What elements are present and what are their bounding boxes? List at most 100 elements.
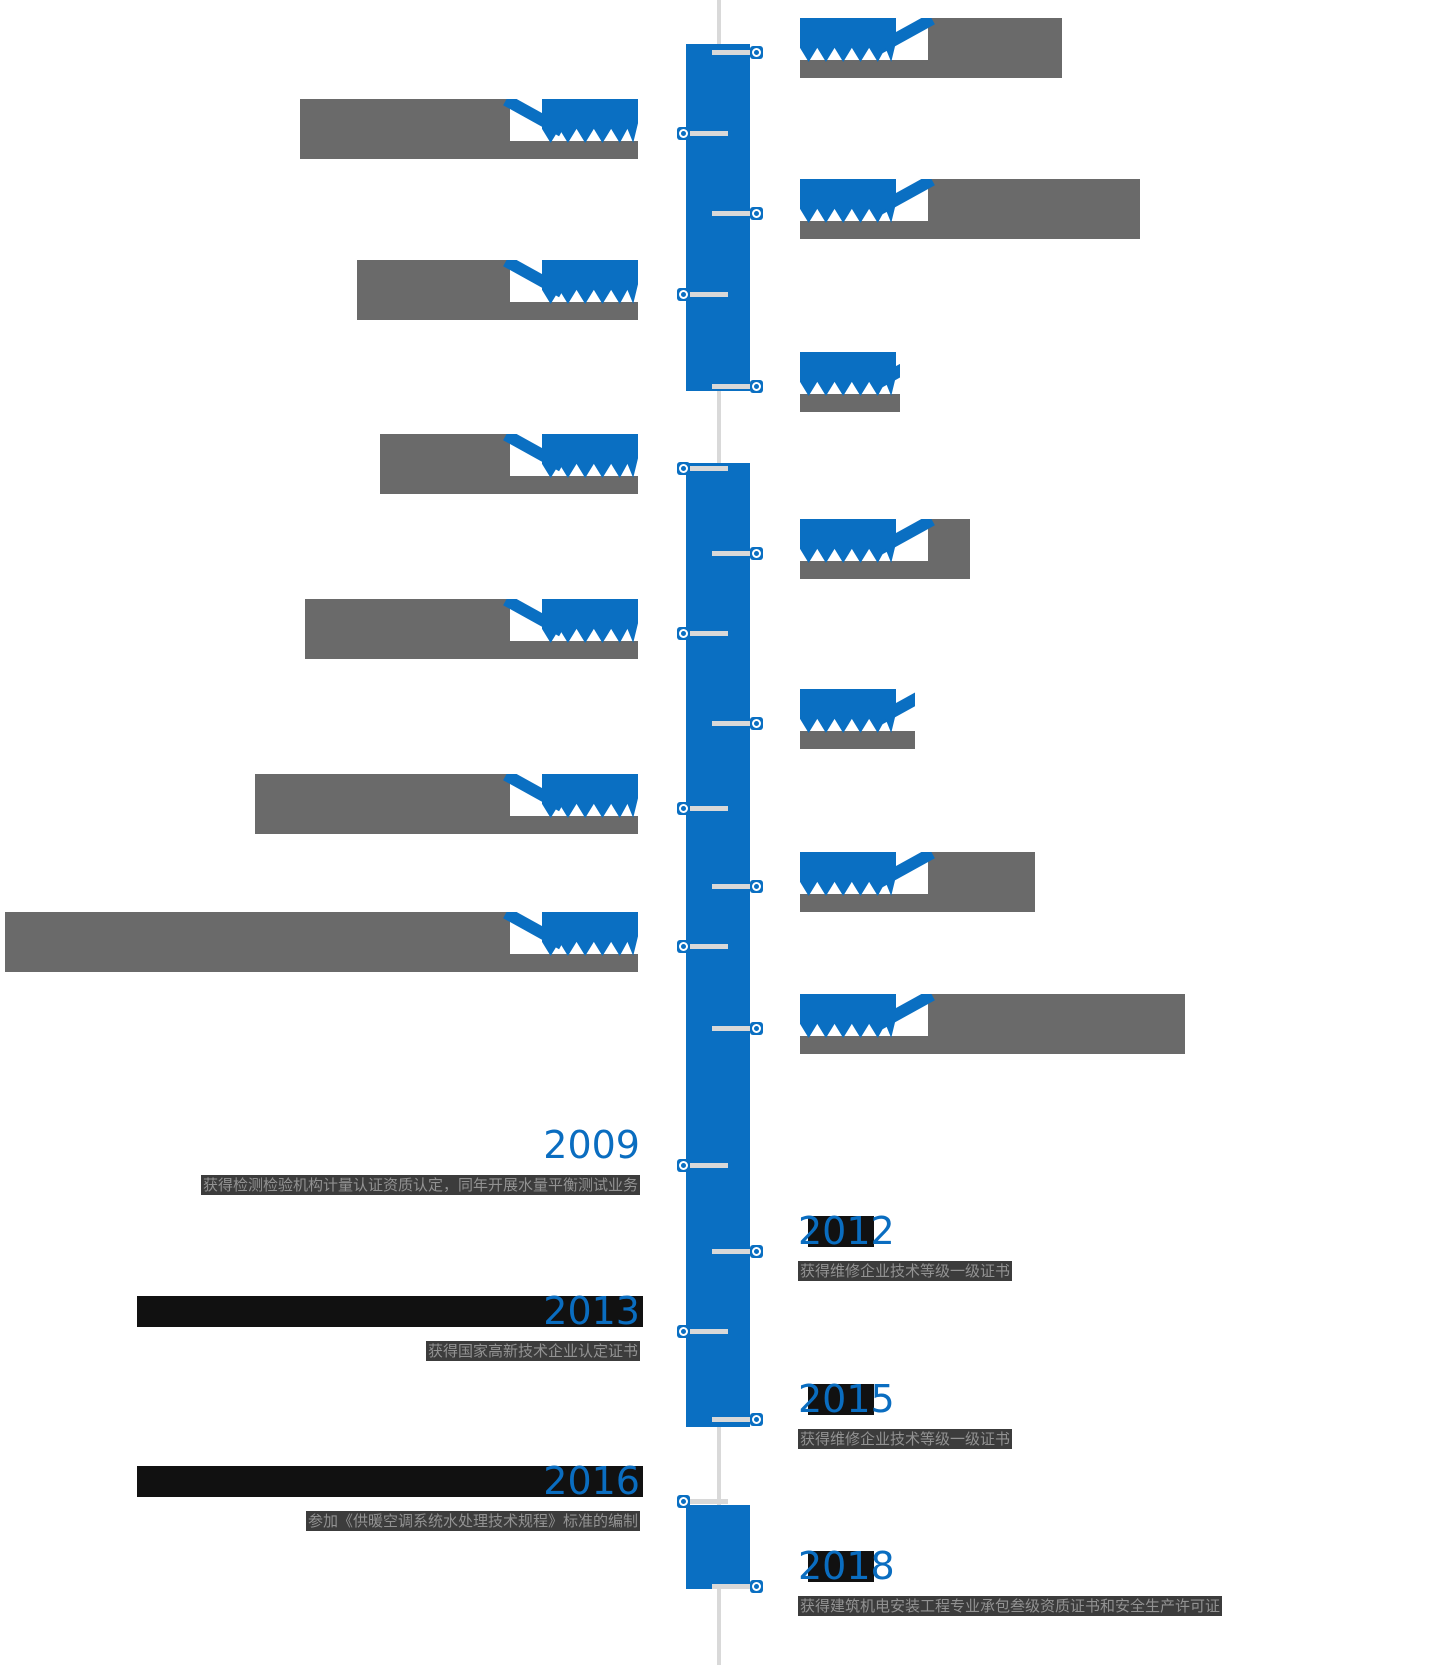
event-node-icon <box>750 380 763 393</box>
event-tick <box>690 1163 728 1168</box>
obscured-entry <box>800 994 1185 1054</box>
event-node-ring-icon <box>679 1327 688 1336</box>
entry-description-text: 获得国家高新技术企业认定证书 <box>425 1341 640 1361</box>
obscured-text-block-bottom <box>800 731 915 749</box>
event-node-ring-icon <box>752 1415 761 1424</box>
entry-year-text: 2018 <box>798 1544 895 1588</box>
event-node-icon <box>750 880 763 893</box>
obscured-year-blob <box>542 260 638 304</box>
obscured-year-blob <box>800 18 896 62</box>
event-node-icon <box>677 802 690 815</box>
obscured-text-block-bottom <box>300 141 638 159</box>
event-node-ring-icon <box>752 549 761 558</box>
timeline-entry-2013: 2013 获得国家高新技术企业认定证书 <box>137 1292 643 1361</box>
event-node-icon <box>677 1325 690 1338</box>
event-node-icon <box>677 1159 690 1172</box>
entry-description-text: 获得维修企业技术等级一级证书 <box>798 1261 1013 1281</box>
event-tick <box>712 884 750 889</box>
timeline-bar-segment <box>686 44 750 391</box>
entry-year-text: 2012 <box>798 1209 895 1253</box>
obscured-entry <box>800 852 1035 912</box>
event-node-ring-icon <box>679 1497 688 1506</box>
event-tick <box>712 211 750 216</box>
entry-year-selection <box>808 1216 874 1247</box>
entry-year: 2013 <box>137 1292 643 1330</box>
obscured-year-blob <box>542 599 638 643</box>
event-node-ring-icon <box>679 804 688 813</box>
event-node-ring-icon <box>752 48 761 57</box>
event-tick <box>712 1249 750 1254</box>
event-tick <box>712 721 750 726</box>
obscured-text-block-bottom <box>255 816 638 834</box>
timeline-entry-2009: 2009 获得检测检验机构计量认证资质认定，同年开展水量平衡测试业务 <box>140 1126 640 1195</box>
event-tick <box>690 131 728 136</box>
entry-description: 获得建筑机电安装工程专业承包叁级资质证书和安全生产许可证 <box>798 1596 1298 1616</box>
entry-year-selection <box>137 1296 643 1327</box>
obscured-entry <box>800 352 900 412</box>
obscured-text-block-bottom <box>800 221 1140 239</box>
obscured-text-block-bottom <box>800 894 1035 912</box>
obscured-text-block-bottom <box>357 302 638 320</box>
obscured-entry <box>5 912 638 972</box>
event-node-ring-icon <box>679 290 688 299</box>
event-node-ring-icon <box>752 1024 761 1033</box>
obscured-text-block-bottom <box>800 60 1062 78</box>
event-tick <box>690 1329 728 1334</box>
entry-year: 2015 <box>798 1380 1298 1418</box>
event-node-ring-icon <box>752 1247 761 1256</box>
obscured-text-block-bottom <box>800 1036 1185 1054</box>
event-node-ring-icon <box>679 1161 688 1170</box>
obscured-entry <box>380 434 638 494</box>
timeline-entry-2016: 2016 参加《供暖空调系统水处理技术规程》标准的编制 <box>137 1462 643 1531</box>
event-node-icon <box>750 1413 763 1426</box>
event-node-icon <box>677 462 690 475</box>
obscured-text-block-bottom <box>800 561 970 579</box>
entry-year-selection <box>808 1551 874 1582</box>
obscured-year-blob <box>542 434 638 478</box>
event-node-ring-icon <box>679 942 688 951</box>
event-node-ring-icon <box>752 382 761 391</box>
entry-year-text: 2015 <box>798 1377 895 1421</box>
event-tick <box>690 1499 728 1504</box>
obscured-year-blob <box>542 912 638 956</box>
entry-year: 2009 <box>140 1126 640 1164</box>
obscured-entry <box>800 179 1140 239</box>
event-node-ring-icon <box>752 1582 761 1591</box>
entry-year-text: 2009 <box>543 1123 640 1167</box>
event-node-icon <box>677 627 690 640</box>
entry-description-text: 获得维修企业技术等级一级证书 <box>798 1429 1013 1449</box>
event-node-ring-icon <box>679 629 688 638</box>
entry-description: 获得维修企业技术等级一级证书 <box>798 1429 1298 1449</box>
event-node-ring-icon <box>752 719 761 728</box>
event-tick <box>690 944 728 949</box>
obscured-text-block-bottom <box>305 641 638 659</box>
event-tick <box>712 384 750 389</box>
obscured-text-block-bottom <box>380 476 638 494</box>
obscured-entry <box>800 519 970 579</box>
event-tick <box>712 1417 750 1422</box>
event-node-icon <box>750 1245 763 1258</box>
event-node-icon <box>750 46 763 59</box>
entry-year-selection <box>808 1384 874 1415</box>
obscured-entry <box>800 18 1062 78</box>
event-node-icon <box>677 1495 690 1508</box>
obscured-text-block-bottom <box>800 394 900 412</box>
event-tick <box>712 551 750 556</box>
entry-description: 获得维修企业技术等级一级证书 <box>798 1261 1298 1281</box>
obscured-text-block-bottom <box>5 954 638 972</box>
event-tick <box>712 1584 750 1589</box>
entry-description: 获得国家高新技术企业认定证书 <box>140 1341 640 1361</box>
obscured-year-blob <box>800 994 896 1038</box>
event-tick <box>690 631 728 636</box>
event-node-icon <box>750 717 763 730</box>
entry-description: 获得检测检验机构计量认证资质认定，同年开展水量平衡测试业务 <box>140 1175 640 1195</box>
event-node-ring-icon <box>679 129 688 138</box>
entry-year-text: 2013 <box>543 1289 640 1333</box>
event-node-ring-icon <box>679 464 688 473</box>
event-node-ring-icon <box>752 209 761 218</box>
entry-description: 参加《供暖空调系统水处理技术规程》标准的编制 <box>140 1511 640 1531</box>
entry-year: 2012 <box>798 1212 1298 1250</box>
obscured-entry <box>255 774 638 834</box>
event-tick <box>690 466 728 471</box>
